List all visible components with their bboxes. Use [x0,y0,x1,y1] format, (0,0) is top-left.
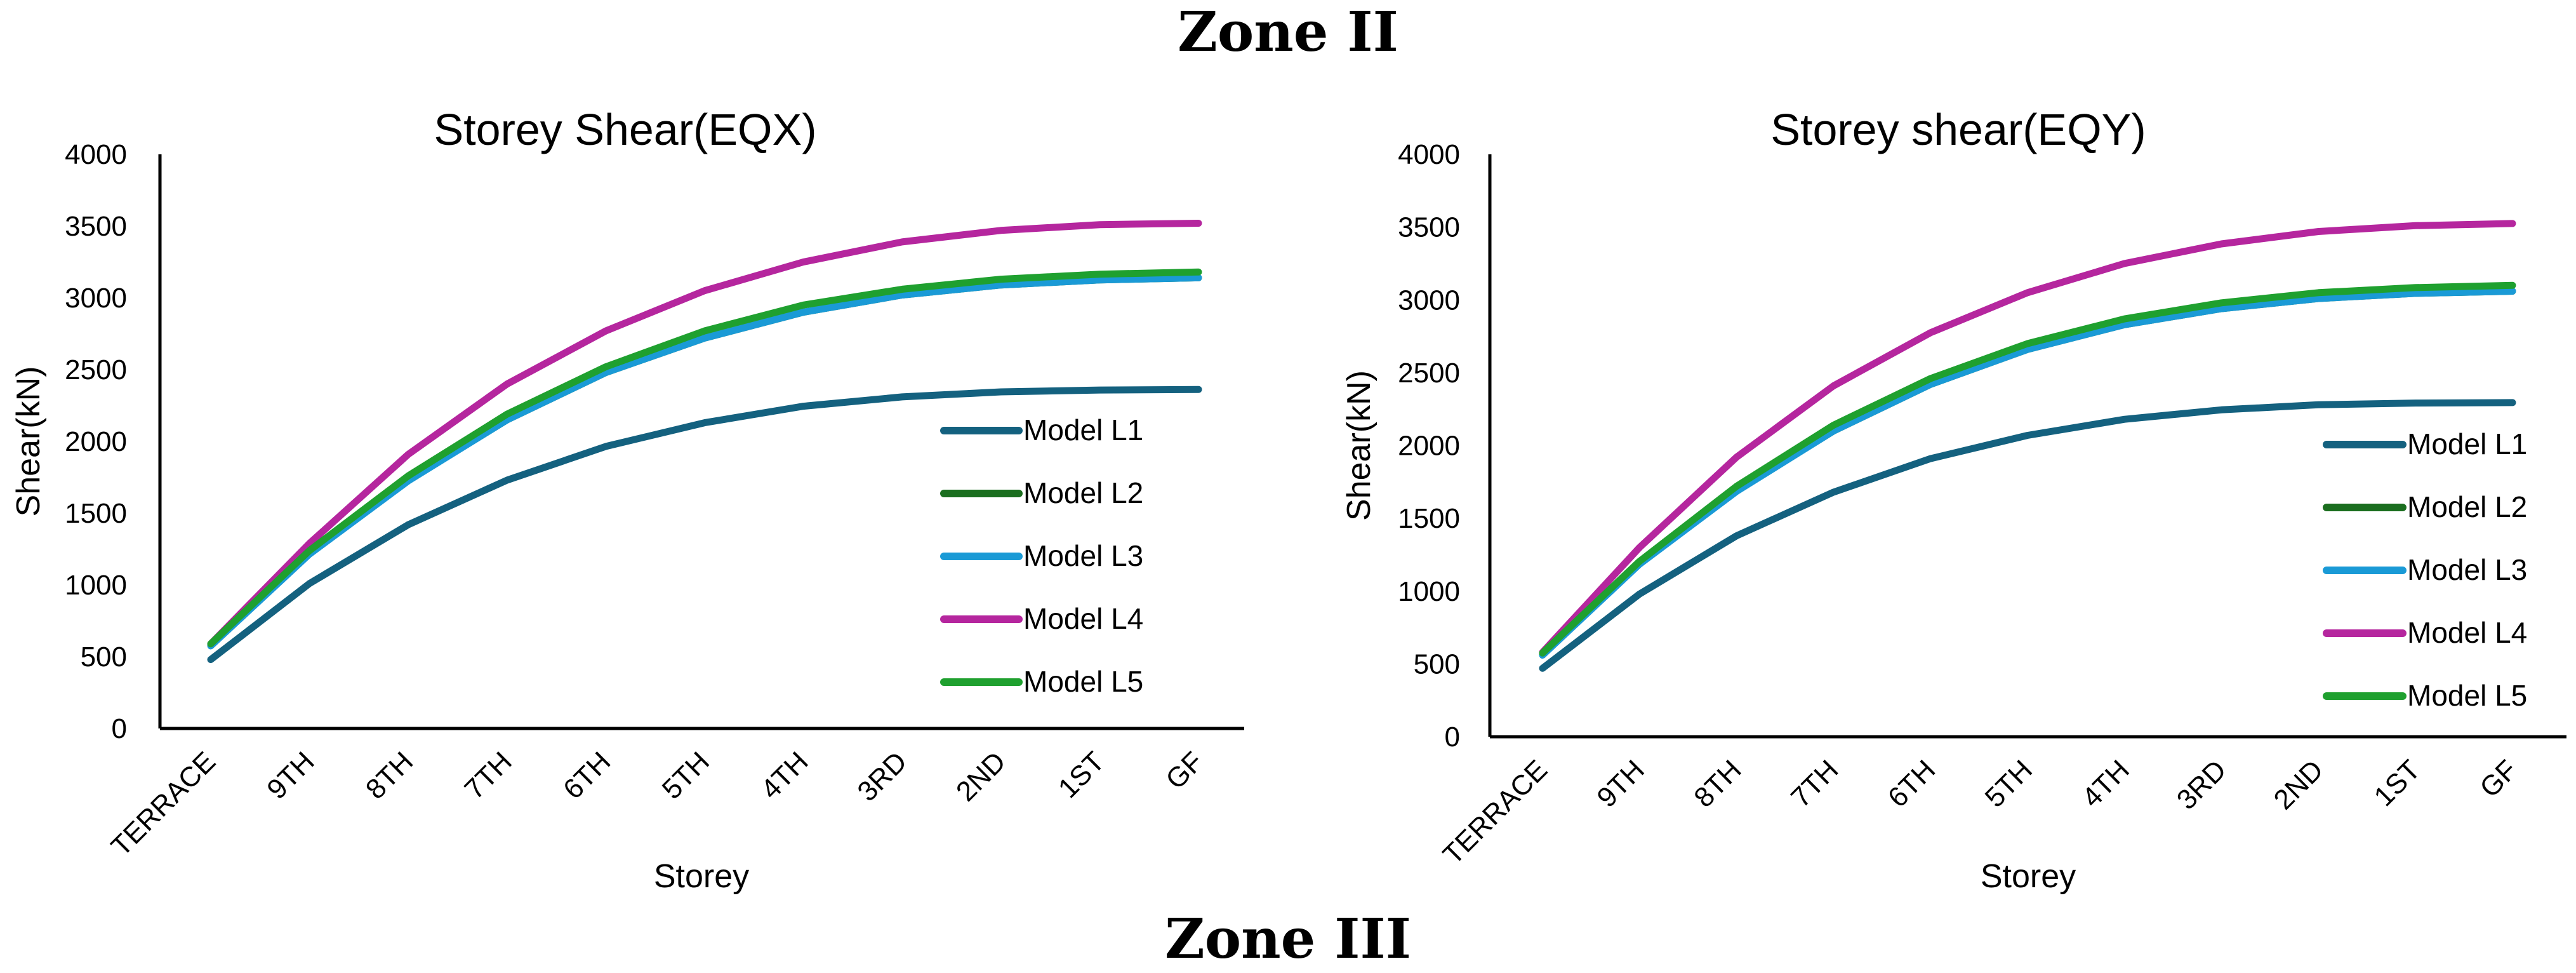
legend-label-model-l3: Model L3 [2407,553,2527,586]
x-tick-label: GF [2474,754,2523,803]
y-tick-label: 3000 [65,283,127,314]
x-tick-label: 8TH [360,746,419,805]
legend: Model L1 Model L2 Model L3 Model L4 Model L5 [2323,427,2527,712]
chart-1: Storey Shear(EQX) 0 500 1000 1500 2000 2500 300… [10,105,1244,895]
x-tick-label: TERRACE [1437,754,1553,870]
y-axis-label: Shear(kN) [1341,370,1378,521]
legend-label-model-l1: Model L1 [1023,413,1143,446]
x-tick-label: TERRACE [105,746,222,862]
y-tick-label: 500 [81,641,127,673]
y-tick-label: 3500 [1398,212,1460,243]
y-tick-label: 0 [1445,721,1460,753]
x-tick-label: 6TH [557,746,616,805]
y-tick-label: 2500 [1398,358,1460,389]
x-tick-label: 5TH [1979,754,2038,813]
chart-2: Storey shear(EQY) 0 500 1000 1500 2000 2500 300… [1341,105,2566,895]
series-line-model-l3 [207,274,1202,650]
y-tick-label: 3000 [1398,285,1460,316]
x-tick-label: 1ST [1052,746,1111,804]
legend-label-model-l5: Model L5 [1023,665,1143,698]
legend-label-model-l4: Model L4 [2407,616,2527,649]
series-line-model-l1 [207,386,1202,663]
y-tick-label: 3500 [65,211,127,242]
y-tick-label: 1500 [65,498,127,529]
y-tick-label: 1000 [1398,576,1460,607]
zone-ii-heading: Zone II [1178,0,1398,64]
x-tick-label: 2ND [950,746,1012,807]
x-tick-label: 3RD [2171,754,2233,815]
x-tick-label: 6TH [1882,754,1941,813]
x-tick-label: 5TH [656,746,715,805]
y-tick-label: 2000 [1398,431,1460,462]
zone-iii-heading: Zone III [1164,907,1411,971]
legend-label-model-l4: Model L4 [1023,602,1143,635]
x-tick-label: 2ND [2268,754,2330,815]
legend-label-model-l1: Model L1 [2407,427,2527,460]
y-tick-label: 500 [1414,648,1460,680]
y-tick-label: 1000 [65,570,127,601]
x-tick-label: 3RD [851,746,913,807]
y-tick-label: 4000 [1398,139,1460,170]
x-tick-label: 4TH [755,746,814,805]
x-tick-label: 1ST [2368,754,2427,812]
series-line-model-l4 [207,220,1202,648]
legend: Model L1 Model L2 Model L3 Model L4 Model L5 [940,413,1143,698]
x-axis-label: Storey [1981,858,2076,895]
series-line-model-l4 [1539,220,2516,656]
series-line-model-l5 [207,268,1202,648]
x-tick-label: 9TH [1591,754,1650,813]
y-tick-label: 2000 [65,426,127,457]
x-tick-label: GF [1160,746,1209,795]
legend-label-model-l5: Model L5 [2407,679,2527,712]
legend-label-model-l3: Model L3 [1023,539,1143,572]
x-tick-label: 4TH [2076,754,2135,813]
x-tick-label: 7TH [1785,754,1844,813]
x-axis-label: Storey [654,858,749,895]
chart-title: Storey Shear(EQX) [434,105,817,154]
x-tick-label: 8TH [1688,754,1747,813]
chart-title: Storey shear(EQY) [1770,105,2146,154]
x-tick-label: 7TH [458,746,517,805]
series-line-model-l5 [1539,281,2516,657]
y-tick-label: 0 [112,713,127,744]
y-tick-label: 4000 [65,139,127,170]
series-line-model-l1 [1539,399,2516,672]
y-tick-label: 2500 [65,354,127,386]
legend-label-model-l2: Model L2 [1023,476,1143,509]
x-tick-label: 9TH [261,746,320,805]
y-tick-label: 1500 [1398,503,1460,534]
legend-label-model-l2: Model L2 [2407,490,2527,523]
y-axis-label: Shear(kN) [10,366,47,517]
